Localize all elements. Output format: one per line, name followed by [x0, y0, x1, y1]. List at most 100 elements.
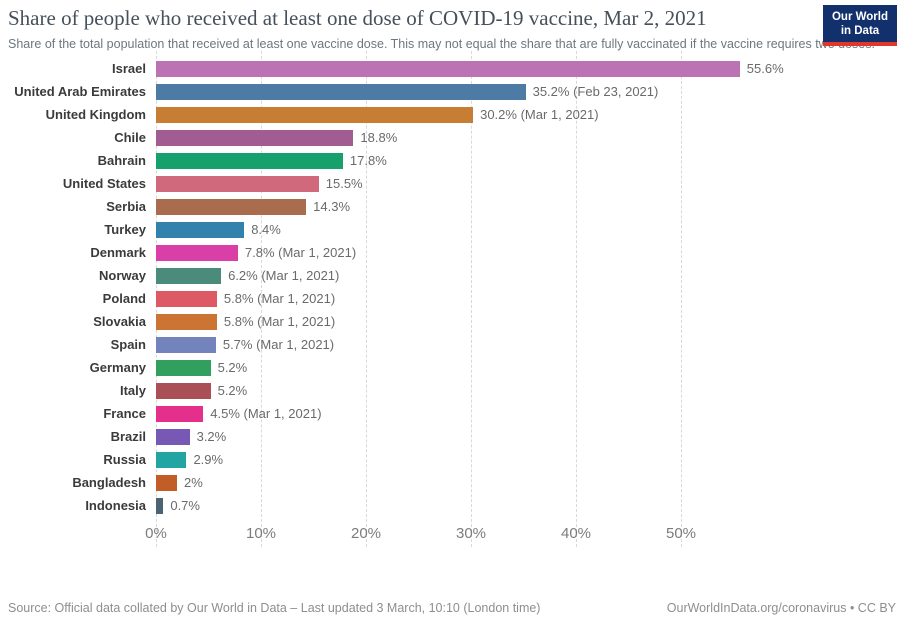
bar[interactable]: [156, 313, 217, 330]
bar-value-label: 30.2% (Mar 1, 2021): [480, 107, 599, 122]
bar-row: Poland 5.8% (Mar 1, 2021): [0, 287, 904, 310]
bar-row: Germany 5.2%: [0, 356, 904, 379]
bar[interactable]: [156, 359, 211, 376]
country-label: United Arab Emirates: [14, 84, 146, 99]
bar-row: Italy 5.2%: [0, 379, 904, 402]
country-label: Brazil: [110, 429, 146, 444]
bar-value-label: 2%: [184, 475, 203, 490]
country-label: Chile: [114, 130, 146, 145]
bar-value-label: 0.7%: [170, 498, 200, 513]
x-axis-tick: 10%: [245, 525, 277, 542]
bar-row: Brazil 3.2%: [0, 425, 904, 448]
bar-row: Russia 2.9%: [0, 448, 904, 471]
bar-row: France 4.5% (Mar 1, 2021): [0, 402, 904, 425]
bar-value-label: 3.2%: [196, 429, 227, 444]
bar[interactable]: [156, 60, 740, 77]
bar[interactable]: [156, 175, 319, 192]
country-label: France: [103, 406, 146, 421]
bar-value-label: 15.5%: [325, 176, 363, 191]
bar-row: Spain 5.7% (Mar 1, 2021): [0, 333, 904, 356]
bar[interactable]: [156, 152, 343, 169]
bar[interactable]: [156, 405, 204, 422]
owid-logo-line1: Our World: [831, 11, 888, 23]
bar-row: Israel 55.6%: [0, 57, 904, 80]
country-label: Norway: [99, 268, 146, 283]
bar[interactable]: [156, 267, 222, 284]
bar[interactable]: [156, 83, 526, 100]
owid-logo[interactable]: Our World in Data: [823, 5, 897, 46]
country-label: Poland: [102, 291, 146, 306]
bar-value-label: 5.2%: [217, 360, 248, 375]
bar[interactable]: [156, 451, 187, 468]
bar-row: Chile 18.8%: [0, 126, 904, 149]
gridline: [261, 51, 262, 547]
bar-row: Denmark 7.8% (Mar 1, 2021): [0, 241, 904, 264]
bar-value-label: 4.5% (Mar 1, 2021): [210, 406, 322, 421]
bar-rows: Israel 55.6% United Arab Emirates 35.2% (Fe…: [0, 57, 904, 517]
bar-chart: Israel 55.6% United Arab Emirates 35.2% (Fe…: [0, 51, 904, 547]
country-label: Israel: [112, 61, 146, 76]
bar-value-label: 55.6%: [746, 61, 784, 76]
country-label: Serbia: [106, 199, 146, 214]
x-axis-tick: 30%: [455, 525, 487, 542]
gridline: [576, 51, 577, 547]
gridline: [681, 51, 682, 547]
bar-value-label: 5.8% (Mar 1, 2021): [223, 314, 336, 329]
bar[interactable]: [156, 428, 190, 445]
bar-value-label: 5.2%: [217, 383, 248, 398]
bar-value-label: 7.8% (Mar 1, 2021): [244, 245, 357, 260]
chart-subtitle: Share of the total population that recei…: [8, 37, 875, 51]
bar-row: United Kingdom 30.2% (Mar 1, 2021): [0, 103, 904, 126]
bar-row: Indonesia 0.7%: [0, 494, 904, 517]
bar-row: United Arab Emirates 35.2% (Feb 23, 2021): [0, 80, 904, 103]
country-label: United Kingdom: [45, 107, 146, 122]
chart-footer: Source: Official data collated by Our Wo…: [8, 601, 896, 615]
bar-row: Bangladesh 2%: [0, 471, 904, 494]
gridline: [366, 51, 367, 547]
x-axis-tick: 0%: [145, 525, 167, 542]
bar[interactable]: [156, 198, 307, 215]
bar-value-label: 6.2% (Mar 1, 2021): [228, 268, 340, 283]
x-axis-tick: 40%: [560, 525, 592, 542]
country-label: Indonesia: [85, 498, 146, 513]
bar[interactable]: [156, 382, 211, 399]
bar-value-label: 2.9%: [193, 452, 224, 467]
bar-value-label: 18.8%: [360, 130, 398, 145]
chart-title: Share of people who received at least on…: [8, 6, 707, 30]
country-label: Slovakia: [93, 314, 146, 329]
country-label: Spain: [110, 337, 146, 352]
bar-row: Slovakia 5.8% (Mar 1, 2021): [0, 310, 904, 333]
country-label: Bahrain: [97, 153, 146, 168]
bar[interactable]: [156, 336, 216, 353]
x-axis-tick: 50%: [665, 525, 697, 542]
x-axis: 0% 10% 20% 30% 40% 50%: [145, 517, 904, 547]
bar[interactable]: [156, 474, 177, 491]
bar[interactable]: [156, 221, 245, 238]
bar[interactable]: [156, 497, 164, 514]
source-note: Source: Official data collated by Our Wo…: [8, 601, 541, 615]
bar[interactable]: [156, 244, 238, 261]
bar-value-label: 14.3%: [313, 199, 351, 214]
country-label: United States: [62, 176, 146, 191]
bar[interactable]: [156, 106, 474, 123]
country-label: Bangladesh: [72, 475, 146, 490]
bar[interactable]: [156, 129, 354, 146]
owid-logo-line2: in Data: [840, 25, 880, 37]
bar-value-label: 5.7% (Mar 1, 2021): [222, 337, 335, 352]
bar-value-label: 8.4%: [251, 222, 281, 237]
country-label: Germany: [89, 360, 146, 375]
bar-value-label: 5.8% (Mar 1, 2021): [223, 291, 336, 306]
country-label: Italy: [119, 383, 146, 398]
bar-value-label: 35.2% (Feb 23, 2021): [532, 84, 659, 99]
x-axis-tick: 20%: [350, 525, 382, 542]
country-label: Russia: [103, 452, 146, 467]
footer-link[interactable]: OurWorldInData.org/coronavirus • CC BY: [666, 601, 896, 615]
country-label: Turkey: [104, 222, 146, 237]
bar[interactable]: [156, 290, 217, 307]
bar-value-label: 17.8%: [349, 153, 387, 168]
bar-row: Serbia 14.3%: [0, 195, 904, 218]
bar-row: United States 15.5%: [0, 172, 904, 195]
chart-header: Share of people who received at least on…: [0, 0, 904, 53]
bar-row: Norway 6.2% (Mar 1, 2021): [0, 264, 904, 287]
